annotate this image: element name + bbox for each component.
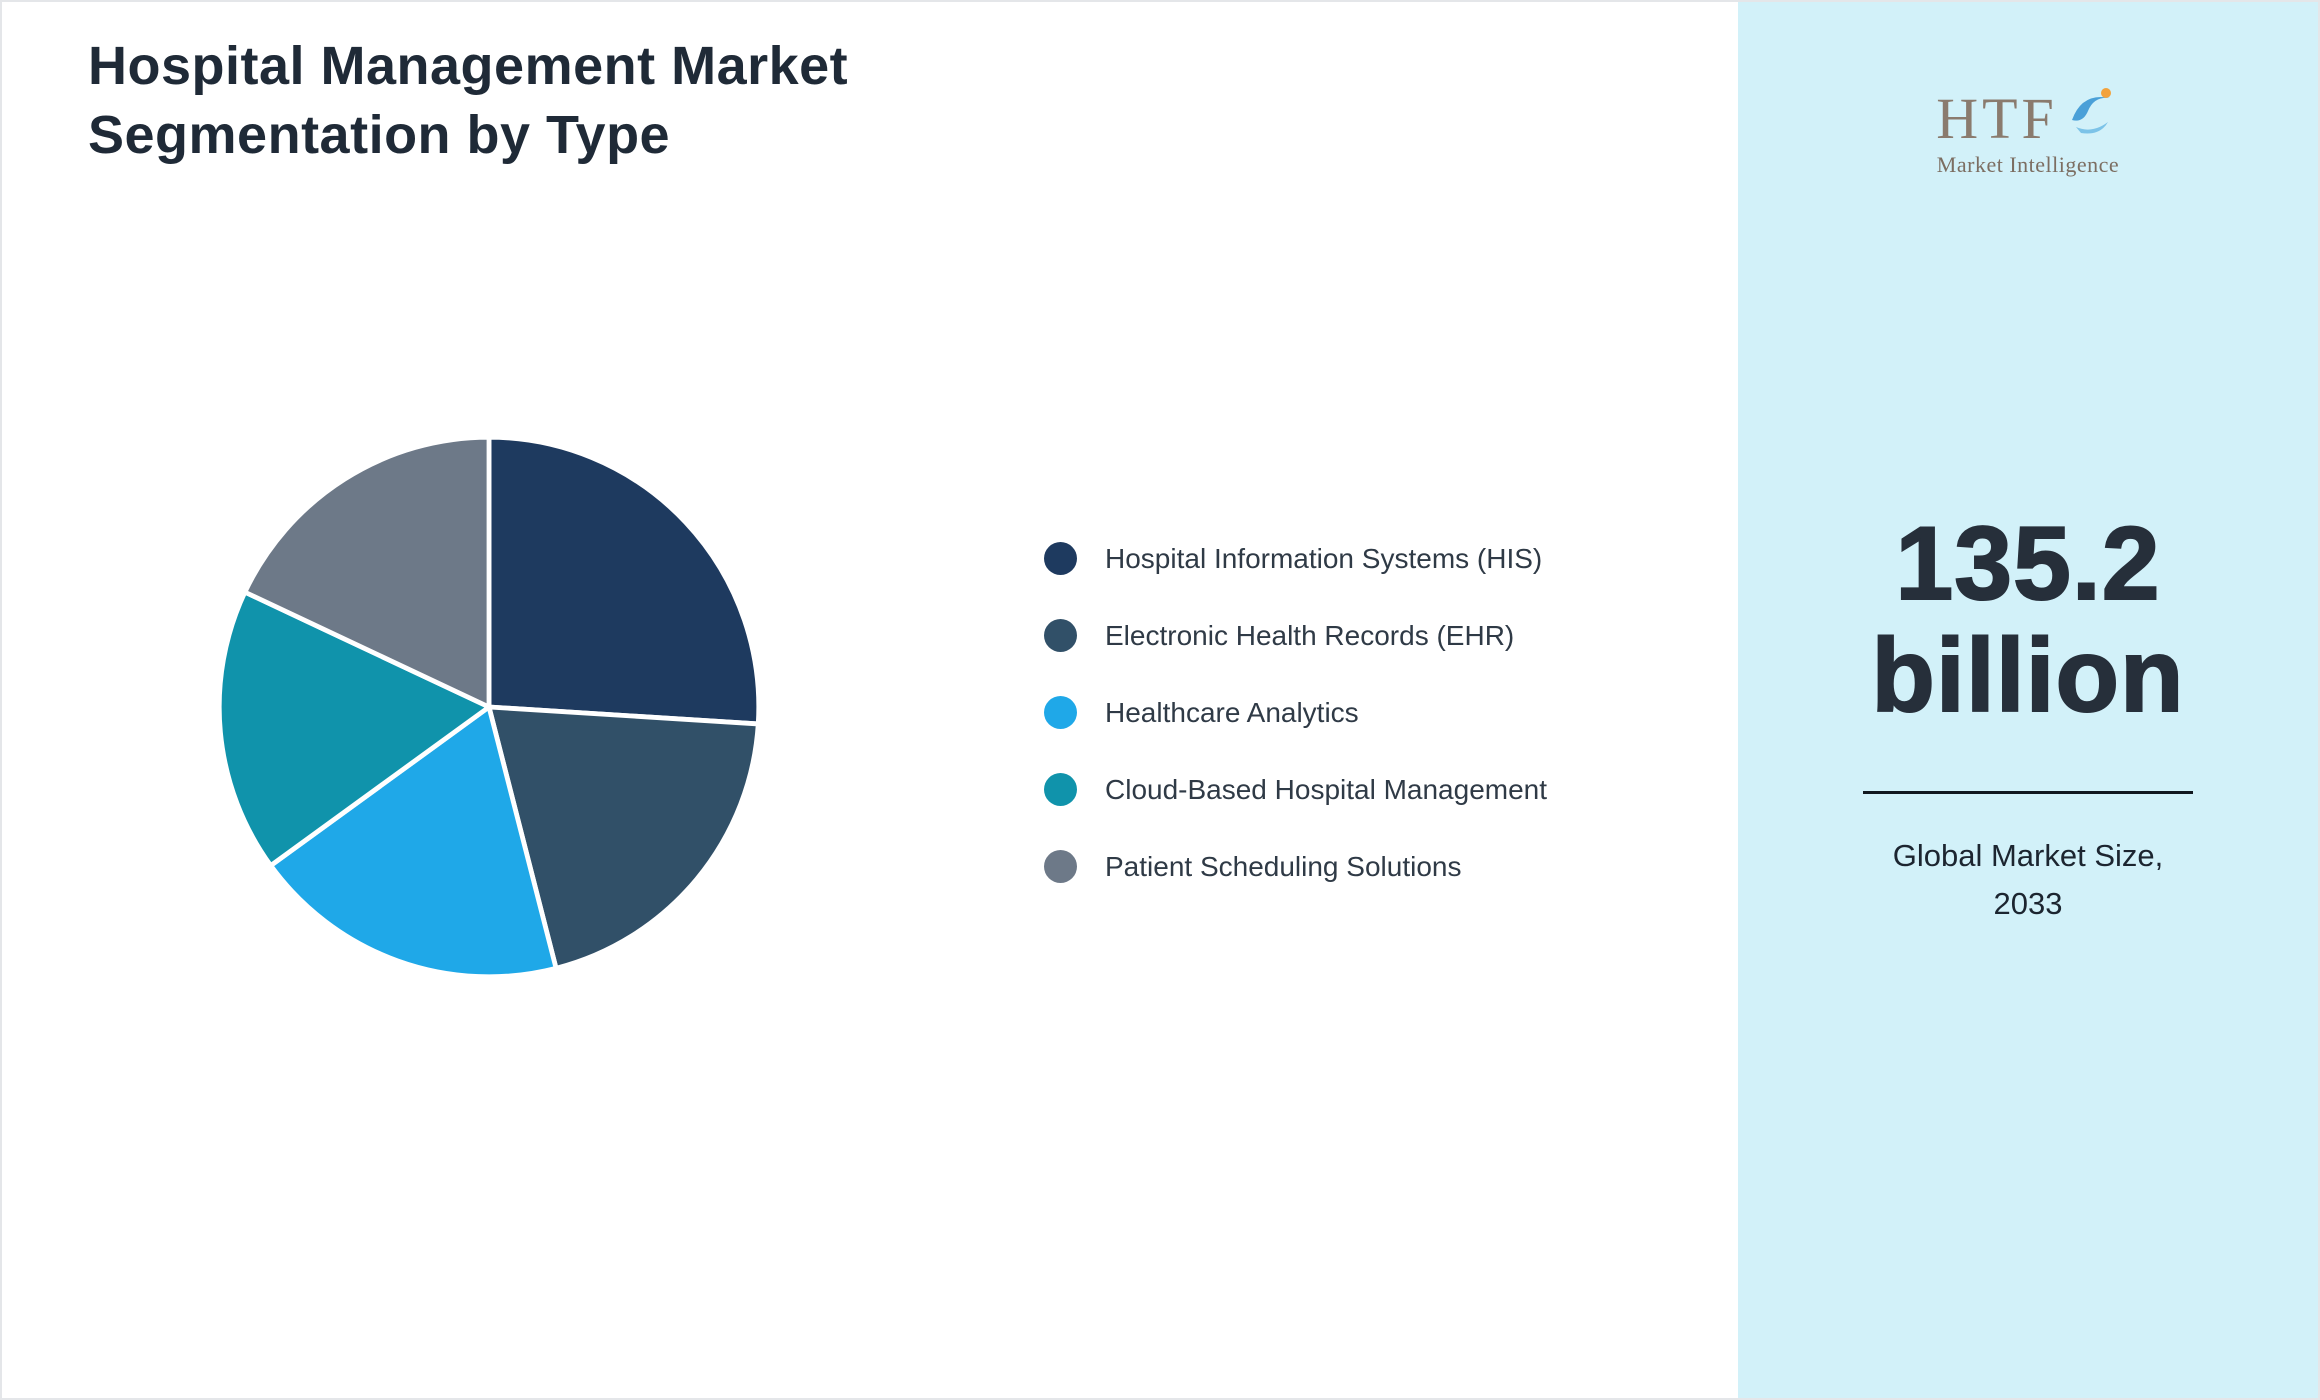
legend-label: Electronic Health Records (EHR) (1105, 619, 1515, 651)
market-size-number: 135.2 (1894, 506, 2161, 622)
pie-slice (486, 434, 762, 727)
market-size-block: 135.2 billion Global Market Size, 2033 (1863, 506, 2193, 928)
legend: Hospital Information Systems (HIS) Elect… (1044, 520, 1547, 905)
legend-item: Patient Scheduling Solutions (1044, 828, 1547, 905)
legend-swatch (1044, 850, 1077, 883)
legend-swatch (1044, 619, 1077, 652)
pie-slice (268, 704, 559, 980)
dolphin-swoosh-icon (2062, 84, 2120, 147)
legend-label: Hospital Information Systems (HIS) (1105, 542, 1543, 574)
legend-swatch (1044, 773, 1077, 806)
market-size-unit: billion (1870, 618, 2185, 735)
logo-subtitle: Market Intelligence (1936, 152, 2120, 177)
page-title-line-2: Segmentation by Type (88, 105, 671, 166)
legend-item: Healthcare Analytics (1044, 674, 1547, 751)
pie-slice (242, 434, 492, 710)
legend-item: Hospital Information Systems (HIS) (1044, 520, 1547, 597)
pie-slice (486, 704, 761, 971)
pie-slice (216, 589, 492, 868)
legend-item: Cloud-Based Hospital Management (1044, 751, 1547, 828)
market-size-caption: Global Market Size, 2033 (1863, 832, 2193, 928)
page-title: Hospital Management Market Segmentation … (88, 32, 848, 170)
logo: HTF Market Intelligence (1936, 86, 2120, 178)
legend-item: Electronic Health Records (EHR) (1044, 597, 1547, 674)
page-title-line-1: Hospital Management Market (88, 36, 849, 96)
pie-chart-svg (216, 434, 762, 980)
legend-label: Patient Scheduling Solutions (1105, 850, 1462, 882)
market-size-value: 135.2 billion (1863, 506, 2193, 735)
logo-text: HTF (1936, 86, 2058, 151)
market-size-caption-line-1: Global Market Size, (1892, 837, 2164, 873)
pie-chart (202, 420, 776, 994)
market-size-caption-line-2: 2033 (1993, 885, 2063, 921)
logo-row: HTF (1936, 86, 2120, 151)
divider-line (1863, 790, 2193, 794)
legend-swatch (1044, 542, 1077, 575)
legend-label: Healthcare Analytics (1105, 696, 1359, 728)
legend-label: Cloud-Based Hospital Management (1105, 773, 1548, 805)
legend-swatch (1044, 696, 1077, 729)
sidebar: HTF Market Intelligence 135.2 billion Gl… (1738, 2, 2318, 1398)
